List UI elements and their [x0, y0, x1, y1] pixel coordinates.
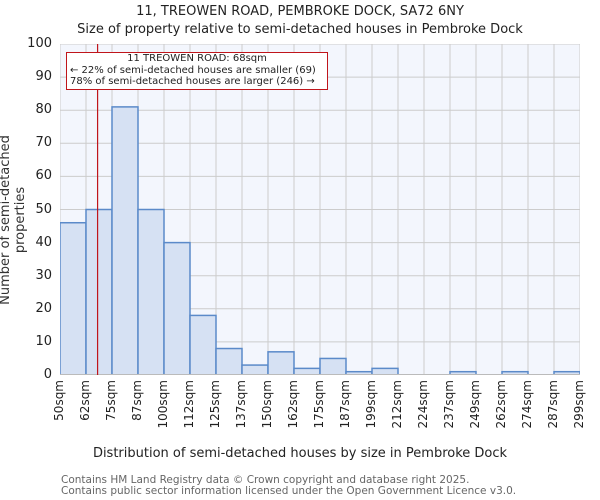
histogram-bar: [189, 314, 217, 375]
histogram-bar: [111, 106, 139, 375]
property-annotation: 11 TREOWEN ROAD: 68sqm ← 22% of semi-det…: [66, 52, 328, 90]
x-tick-label: 87sqm: [130, 380, 144, 421]
x-tick-label: 187sqm: [338, 380, 352, 429]
x-tick-label: 262sqm: [494, 380, 508, 429]
y-tick-label: 100: [27, 36, 52, 51]
y-tick-label: 30: [35, 267, 52, 283]
x-tick-label: 274sqm: [520, 380, 534, 429]
x-tick-label: 150sqm: [260, 380, 274, 429]
x-tick-label: 249sqm: [468, 380, 482, 429]
footer-licence: Contains public sector information licen…: [61, 485, 517, 497]
y-tick-label: 80: [35, 102, 52, 118]
x-tick-label: 125sqm: [208, 380, 222, 429]
histogram-bar: [85, 208, 113, 375]
y-tick-label: 40: [35, 234, 52, 250]
x-tick-label: 62sqm: [78, 380, 92, 421]
histogram: [60, 44, 580, 375]
annotation-larger: 78% of semi-detached houses are larger (…: [70, 76, 315, 87]
x-tick-label: 287sqm: [546, 380, 560, 429]
x-tick-label: 100sqm: [156, 380, 170, 429]
y-tick-label: 70: [35, 135, 52, 151]
histogram-bar: [319, 357, 347, 375]
x-tick-label: 50sqm: [52, 380, 66, 421]
histogram-bar: [60, 221, 87, 375]
x-tick-label: 212sqm: [390, 380, 404, 429]
y-tick-label: 50: [35, 201, 52, 217]
x-tick-label: 237sqm: [442, 380, 456, 429]
y-tick-label: 90: [35, 69, 52, 85]
histogram-bar: [241, 364, 269, 375]
x-tick-label: 175sqm: [312, 380, 326, 429]
histogram-bar: [215, 347, 243, 375]
y-tick-label: 10: [35, 333, 52, 349]
histogram-bar: [137, 208, 165, 375]
histogram-bar: [163, 241, 191, 375]
x-tick-label: 137sqm: [234, 380, 248, 429]
x-axis-label: Distribution of semi-detached houses by …: [92, 446, 508, 461]
histogram-bar: [371, 367, 399, 375]
plot-area: [60, 44, 580, 375]
x-tick-label: 199sqm: [364, 380, 378, 429]
histogram-bar: [501, 370, 529, 375]
y-tick-label: 20: [35, 300, 52, 316]
histogram-bar: [553, 370, 580, 375]
x-tick-label: 224sqm: [416, 380, 430, 429]
x-tick-label: 299sqm: [572, 380, 586, 429]
footer-copyright: Contains HM Land Registry data © Crown c…: [61, 474, 470, 486]
annotation-title: 11 TREOWEN ROAD: 68sqm: [127, 53, 267, 64]
chart-title: 11, TREOWEN ROAD, PEMBROKE DOCK, SA72 6N…: [136, 4, 464, 19]
chart-subtitle: Size of property relative to semi-detach…: [77, 22, 523, 37]
annotation-smaller: ← 22% of semi-detached houses are smalle…: [70, 64, 316, 76]
histogram-bar: [449, 370, 477, 375]
x-tick-label: 162sqm: [286, 380, 300, 429]
y-tick-label: 60: [35, 168, 52, 184]
x-tick-label: 112sqm: [182, 380, 196, 429]
x-tick-label: 75sqm: [104, 380, 118, 421]
histogram-bar: [267, 351, 295, 375]
y-tick-label: 0: [43, 367, 52, 382]
